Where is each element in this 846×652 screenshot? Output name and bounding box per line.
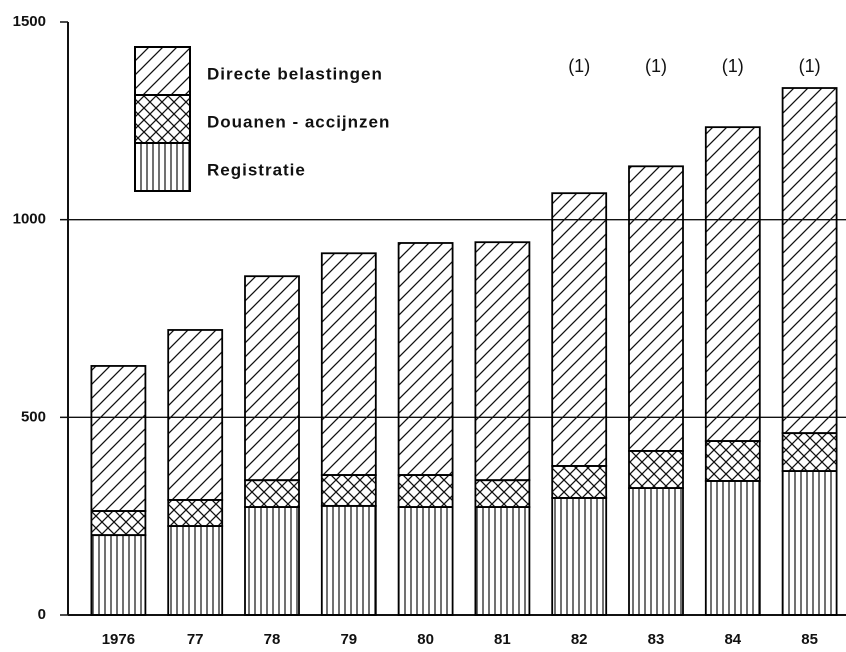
bar-segment xyxy=(90,534,147,616)
legend-label: Douanen - accijnzen xyxy=(207,112,390,131)
y-tick-label: 0 xyxy=(38,606,46,623)
bar-segment xyxy=(551,497,608,616)
legend-label: Directe belastingen xyxy=(207,64,383,83)
bar-segment xyxy=(244,506,300,616)
bar-segment xyxy=(90,510,147,537)
x-tick-label: 85 xyxy=(801,631,818,648)
bar-segment xyxy=(781,87,838,435)
bar-segment xyxy=(320,252,377,476)
bar-segment xyxy=(474,241,531,482)
bar-segment xyxy=(397,474,454,508)
x-tick-label: 81 xyxy=(494,631,511,648)
x-tick-label: 84 xyxy=(724,631,741,648)
legend-swatch xyxy=(134,46,191,96)
bar-segment xyxy=(551,192,608,467)
y-tick-label: 1500 xyxy=(13,13,46,30)
bar-segment xyxy=(781,470,838,616)
bar-segment xyxy=(244,479,300,508)
annotation: (1) xyxy=(799,56,821,76)
bar-segment xyxy=(167,329,224,501)
x-tick-label: 1976 xyxy=(102,631,135,648)
annotation: (1) xyxy=(722,56,744,76)
bar-segment xyxy=(628,487,684,616)
bar-segment xyxy=(474,479,531,508)
x-tick-label: 79 xyxy=(340,631,357,648)
x-tick-label: 80 xyxy=(417,631,434,648)
legend-swatch xyxy=(134,94,191,144)
annotation: (1) xyxy=(568,56,590,76)
bar-segment xyxy=(320,474,377,507)
bar-segment xyxy=(244,275,300,482)
bar-segment xyxy=(167,499,224,527)
legend-label: Registratie xyxy=(207,160,306,179)
bar-segment xyxy=(320,504,377,616)
bar-segment xyxy=(628,165,684,452)
x-tick-label: 82 xyxy=(571,631,588,648)
bar-segment xyxy=(704,126,761,442)
bar-segment xyxy=(704,480,761,616)
bar-segment xyxy=(90,365,147,512)
annotation: (1) xyxy=(645,56,667,76)
legend-swatch xyxy=(134,142,191,192)
y-tick-label: 1000 xyxy=(13,211,46,228)
x-tick-label: 83 xyxy=(648,631,665,648)
bar-segment xyxy=(704,440,761,482)
bar-segment xyxy=(551,465,608,499)
bar-segment xyxy=(397,242,454,476)
bar-segment xyxy=(628,450,684,489)
bar-segment xyxy=(474,506,531,616)
bar-segment xyxy=(397,506,454,616)
x-tick-label: 78 xyxy=(264,631,281,648)
bar-segment xyxy=(781,432,838,472)
x-tick-label: 77 xyxy=(187,631,204,648)
y-tick-label: 500 xyxy=(21,408,46,425)
bar-segment xyxy=(167,525,224,616)
